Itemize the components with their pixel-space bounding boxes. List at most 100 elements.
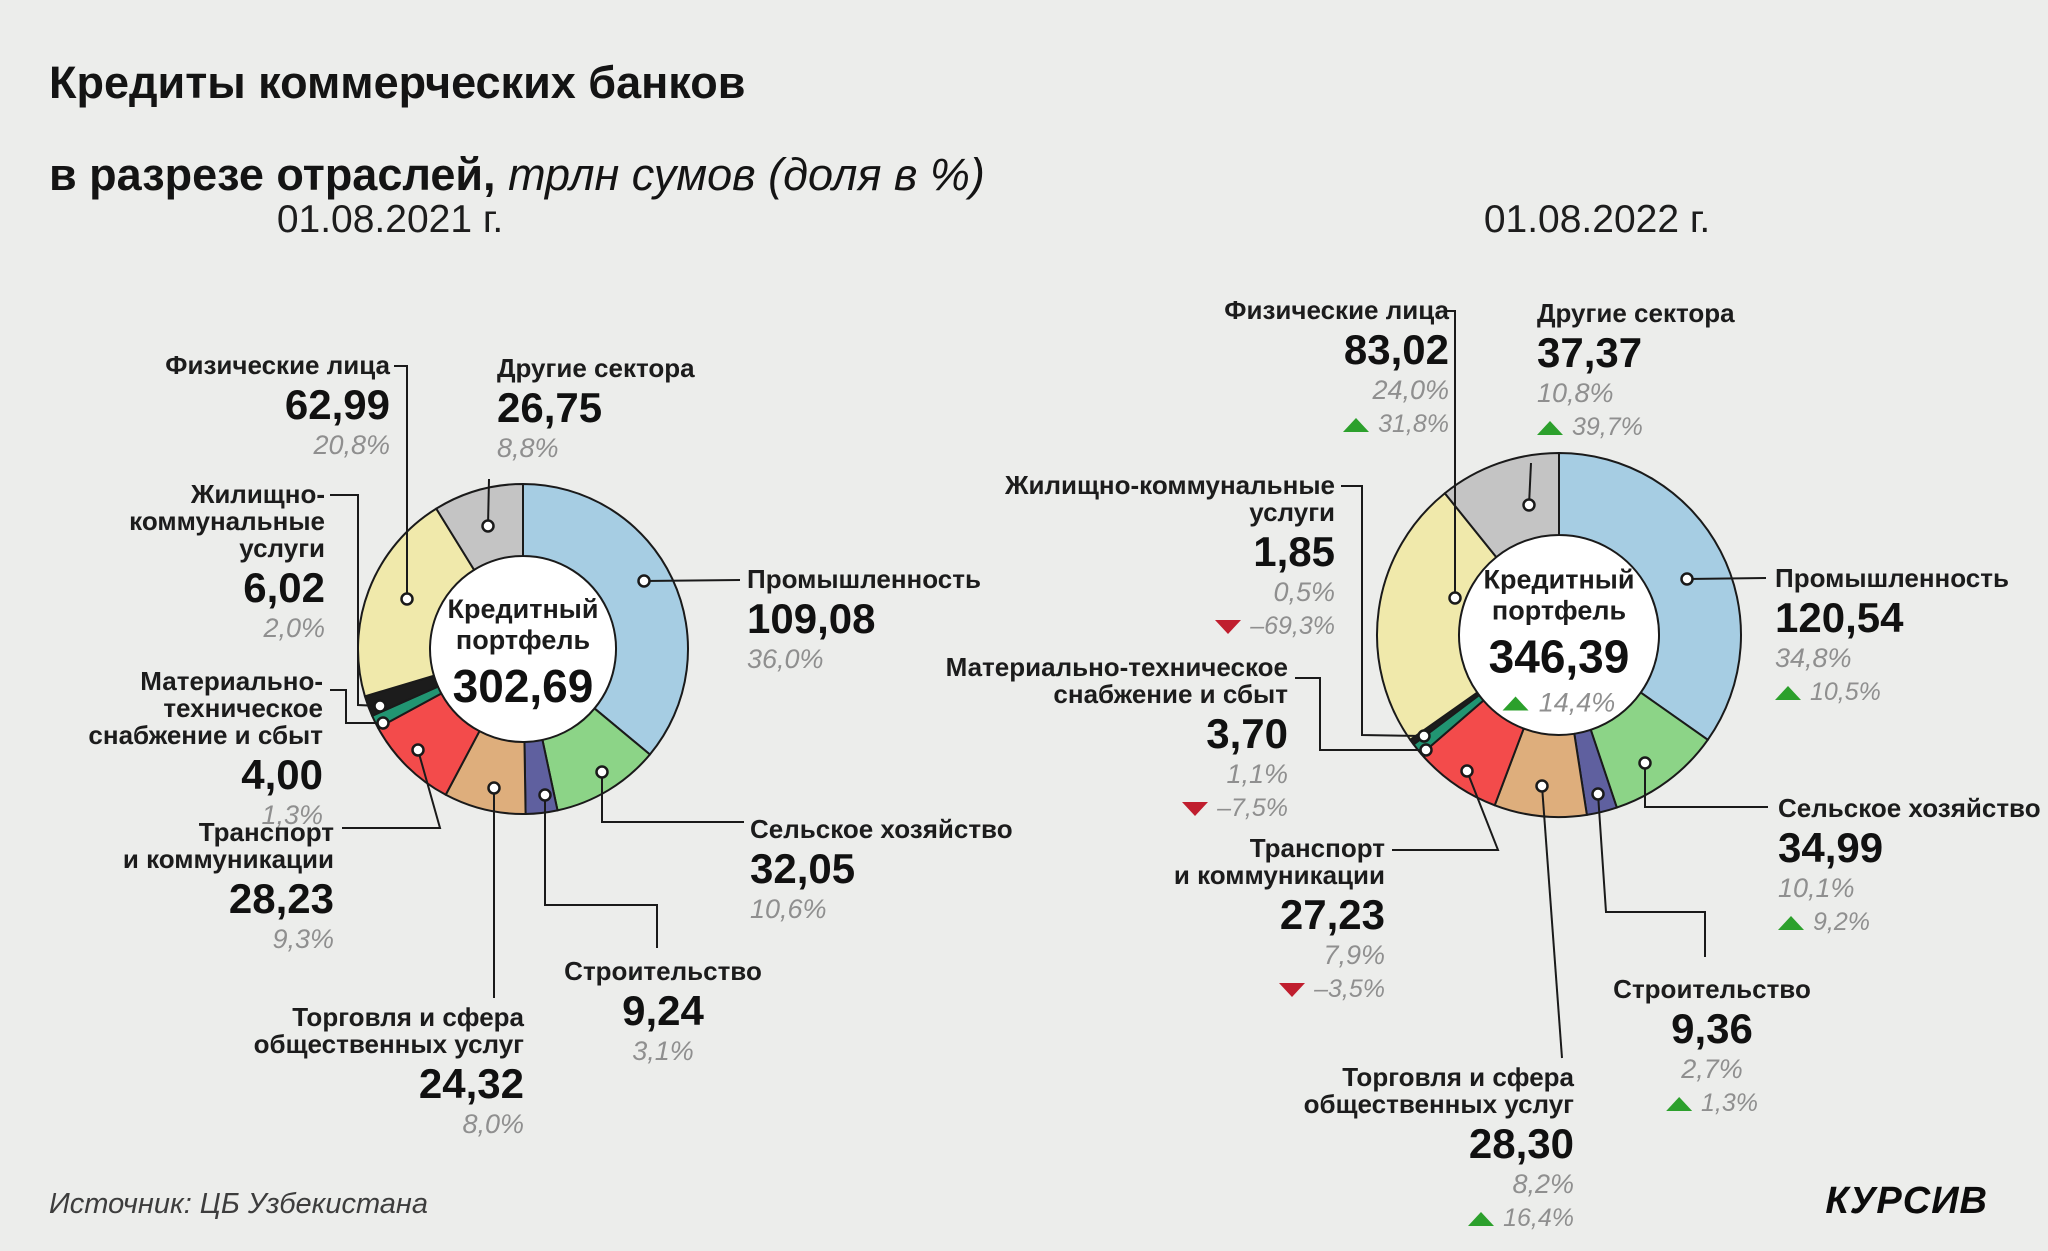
- sector-label-other-2022: Другие сектора 37,37 10,8% 39,7%: [1537, 300, 1735, 441]
- leader-line-other-2021: [487, 478, 490, 527]
- sector-label-utilities-2021: Жилищно-коммунальные услуги 6,02 2,0%: [0, 481, 325, 643]
- leader-dot-individuals-2022: [1448, 591, 1462, 605]
- portfolio-total-2021: Кредитный портфель 302,69: [448, 594, 599, 712]
- sector-value: 120,54: [1775, 594, 1904, 641]
- sector-change-value: 16,4%: [1503, 1204, 1574, 1232]
- leader-dot-trade-2022: [1535, 779, 1549, 793]
- sector-label-trade-2021: Торговля и сфера общественных услуг 24,32…: [254, 1004, 524, 1139]
- sector-value: 9,36: [1671, 1005, 1753, 1052]
- sector-change: 31,8%: [1224, 411, 1449, 438]
- sector-change: 9,2%: [1778, 909, 2041, 936]
- sector-value: 3,70: [1206, 710, 1288, 757]
- sector-name: Транспорт и коммуникации: [122, 817, 334, 874]
- leader-dot-agriculture-2022: [1638, 756, 1652, 770]
- sector-share: 8,8%: [497, 433, 559, 463]
- chart-title-line1: Кредиты коммерческих банков: [49, 57, 746, 108]
- sector-share: 24,0%: [1372, 375, 1449, 405]
- portfolio-total-2022: Кредитный портфель 346,39 14,4%: [1484, 565, 1635, 718]
- leader-dot-transport-2022: [1460, 764, 1474, 778]
- sector-name: Сельское хозяйство: [1778, 793, 2041, 823]
- slice-individuals-2022: [1376, 492, 1498, 741]
- slice-industry-2021: [522, 483, 689, 756]
- leader-line-construction-2021: [544, 795, 658, 948]
- sector-share: 0,5%: [1273, 577, 1335, 607]
- leader-dot-utilities-2021: [373, 699, 387, 713]
- leader-line-utilities-2022: [1341, 485, 1425, 737]
- trend-down-icon: [1215, 619, 1242, 634]
- sector-value: 109,08: [747, 595, 876, 642]
- sector-name: Другие сектора: [1537, 298, 1735, 328]
- sector-name: Сельское хозяйство: [750, 814, 1013, 844]
- leader-line-agriculture-2021: [601, 772, 744, 823]
- sector-label-supply-2022: Материально-техническое снабжение и сбыт…: [946, 654, 1288, 822]
- sector-value: 28,23: [228, 875, 334, 922]
- sector-value: 6,02: [243, 564, 325, 611]
- sector-label-individuals-2022: Физические лица 83,02 24,0% 31,8%: [1224, 297, 1449, 438]
- trend-up-icon: [1468, 1211, 1495, 1226]
- sector-value: 32,05: [750, 845, 856, 892]
- leader-line-other-2022: [1528, 462, 1532, 506]
- leader-dot-supply-2022: [1419, 743, 1433, 757]
- leader-dot-transport-2021: [411, 743, 425, 757]
- donut-hole-2022: [1459, 535, 1659, 735]
- sector-change: 16,4%: [1304, 1205, 1574, 1232]
- sector-name: Строительство: [564, 956, 762, 986]
- sector-share: 7,9%: [1323, 940, 1385, 970]
- chart-title: Кредиты коммерческих банков в разрезе от…: [49, 58, 985, 200]
- sector-value: 83,02: [1343, 326, 1449, 373]
- sector-label-transport-2022: Транспорт и коммуникации 27,23 7,9% –3,5%: [1174, 835, 1385, 1003]
- slice-other-2021: [435, 483, 524, 571]
- sector-value: 34,99: [1778, 824, 1884, 871]
- sector-label-individuals-2021: Физические лица 62,99 20,8%: [165, 352, 390, 460]
- sector-share: 1,1%: [1226, 759, 1288, 789]
- leader-dot-construction-2021: [538, 788, 552, 802]
- sector-share: 10,8%: [1537, 378, 1614, 408]
- sector-change-value: 39,7%: [1572, 413, 1643, 441]
- trend-down-icon: [1182, 801, 1209, 816]
- sector-share: 20,8%: [313, 430, 390, 460]
- trend-up-icon: [1502, 696, 1529, 710]
- sector-value: 37,37: [1537, 329, 1643, 376]
- leader-dot-construction-2022: [1591, 787, 1605, 801]
- sector-value: 26,75: [497, 384, 603, 431]
- sector-value: 27,23: [1279, 891, 1385, 938]
- sector-value: 28,30: [1468, 1120, 1574, 1167]
- sector-name: Торговля и сфера общественных услуг: [253, 1002, 524, 1059]
- sector-value: 62,99: [284, 381, 390, 428]
- sector-change-value: 9,2%: [1813, 908, 1870, 936]
- sector-change-value: –3,5%: [1314, 975, 1385, 1003]
- sector-label-other-2021: Другие сектора 26,75 8,8%: [497, 355, 695, 463]
- sector-name: Физические лица: [165, 350, 390, 380]
- leader-line-transport-2021: [342, 749, 442, 829]
- sector-name: Промышленность: [747, 564, 981, 594]
- portfolio-change-value: 14,4%: [1538, 687, 1616, 718]
- sector-label-supply-2021: Материально-техническое снабжение и сбыт…: [0, 668, 323, 830]
- leader-line-trade-2022: [1541, 785, 1563, 1059]
- leader-dot-other-2021: [481, 519, 495, 533]
- sector-share: 34,8%: [1775, 643, 1852, 673]
- leader-line-agriculture-2022: [1644, 763, 1768, 808]
- portfolio-value: 346,39: [1488, 630, 1630, 683]
- slice-industry-2022: [1558, 452, 1742, 741]
- leader-line-transport-2022: [1392, 770, 1500, 851]
- sector-share: 1,3%: [261, 800, 323, 830]
- trend-up-icon: [1343, 417, 1370, 432]
- sector-label-industry-2022: Промышленность 120,54 34,8% 10,5%: [1775, 565, 2009, 706]
- sector-name: Транспорт и коммуникации: [1173, 833, 1385, 890]
- portfolio-label: Кредитный портфель: [1483, 564, 1635, 626]
- trend-up-icon: [1778, 915, 1804, 930]
- leader-dot-industry-2022: [1680, 572, 1694, 586]
- date-label-2021: 01.08.2021 г.: [276, 198, 504, 241]
- sector-share: 9,3%: [272, 924, 334, 954]
- portfolio-change: 14,4%: [1484, 687, 1635, 718]
- donut-chart-2021: [330, 365, 744, 998]
- sector-share: 2,7%: [1681, 1054, 1743, 1084]
- donut-chart-2022: [1295, 310, 1768, 1059]
- sector-name: Строительство: [1613, 974, 1811, 1004]
- sector-change: –3,5%: [1174, 976, 1385, 1003]
- leader-line-utilities-2021: [330, 494, 381, 707]
- sector-label-agriculture-2022: Сельское хозяйство 34,99 10,1% 9,2%: [1778, 795, 2041, 936]
- trend-up-icon: [1666, 1096, 1693, 1111]
- sector-change: 39,7%: [1537, 414, 1735, 441]
